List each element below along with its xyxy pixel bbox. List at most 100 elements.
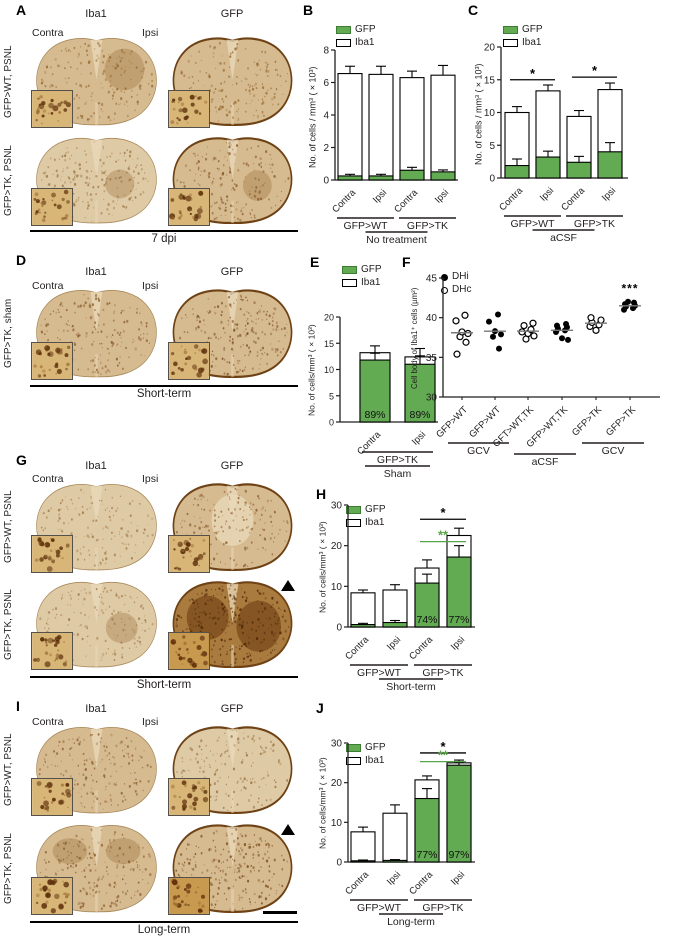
- panel-letter-C: C: [468, 2, 479, 18]
- group-label: GFP>TK: [422, 667, 463, 679]
- magnified-inset: [168, 188, 210, 226]
- histology-G-wt-iba1: [30, 479, 163, 575]
- panel-G-rule: [30, 676, 298, 678]
- data-point: [496, 345, 502, 352]
- panel-F-chart: 30 35 40 45 GFP>WT GFP>WT GFT>WT,TK GFP>WT,TK GF…: [415, 258, 700, 478]
- panel-letter-A: A: [16, 2, 27, 18]
- svg-text:20: 20: [484, 43, 496, 54]
- histology-A-wt-gfp: [167, 33, 298, 130]
- svg-text:Ipsi: Ipsi: [371, 187, 389, 205]
- gfp-bar: [337, 175, 363, 181]
- magnified-inset: [168, 90, 210, 128]
- legend-J: GFP Iba1: [346, 742, 386, 768]
- gfp-bar: [368, 175, 394, 181]
- gfp-bar: [382, 621, 408, 628]
- stain-header-gfp: GFP: [220, 460, 244, 472]
- treatment-label: Sham: [384, 468, 412, 480]
- svg-text:30: 30: [331, 501, 343, 512]
- iba1-swatch: [336, 39, 351, 47]
- magnified-inset: [31, 535, 73, 573]
- svg-text:Ipsi: Ipsi: [600, 185, 618, 203]
- legend-label-dhc: DHc: [452, 284, 472, 295]
- open-dot-icon: [441, 286, 448, 294]
- arrowhead-marker: [281, 824, 295, 835]
- histology-G-tk-iba1: [30, 577, 163, 672]
- group-label: GFP>TK: [574, 218, 615, 230]
- gfp-swatch: [336, 26, 351, 34]
- gfp-swatch: [346, 506, 361, 514]
- iba1-swatch: [346, 757, 361, 765]
- svg-text:2: 2: [323, 143, 329, 154]
- iba1-bar: [382, 812, 408, 863]
- iba1-bar: [350, 592, 376, 628]
- panel-B-chart: 0 2 4 6 8 Contra Ipsi Contra Ipsi GFP>WT GFP>TK No …: [300, 20, 480, 246]
- percent-label: 77%: [448, 614, 469, 626]
- panel-C-chart: 0 5 10 15 20 Contra Ipsi Contra Ipsi * * GFP>WT GFP>…: [465, 20, 650, 246]
- gfp-bar: [414, 797, 440, 863]
- side-label-contra: Contra: [32, 716, 64, 728]
- data-point: [559, 335, 565, 342]
- data-point: [520, 321, 528, 330]
- svg-text:Ipsi: Ipsi: [433, 187, 451, 205]
- side-label-ipsi: Ipsi: [142, 27, 159, 39]
- side-label-contra: Contra: [32, 27, 64, 39]
- data-point: [490, 333, 496, 340]
- magnified-inset: [168, 778, 210, 816]
- legend-label-gfp: GFP: [355, 24, 376, 35]
- panel-letter-J: J: [316, 700, 324, 716]
- svg-text:6: 6: [323, 78, 329, 89]
- svg-text:10: 10: [484, 108, 496, 119]
- row-label: GFP>WT, PSNL: [3, 45, 14, 118]
- histology-D-sham-iba1: [30, 285, 163, 382]
- panel-A-caption: 7 dpi: [151, 233, 177, 245]
- svg-text:Ipsi: Ipsi: [449, 869, 467, 887]
- panel-E-ylabel: No. of cells/mm³ (×10³): [306, 324, 317, 416]
- histology-I-wt-gfp: [167, 722, 298, 818]
- group-label: GFP>TK: [407, 220, 448, 232]
- histology-A-wt-iba1: [30, 33, 163, 130]
- arrowhead-marker: [281, 580, 295, 591]
- stain-header-gfp: GFP: [220, 8, 244, 20]
- iba1-bar: [399, 77, 425, 181]
- legend-B: GFP Iba1: [336, 24, 376, 50]
- iba1-bar: [368, 73, 394, 181]
- data-point: [498, 331, 504, 338]
- panel-A-rule: [30, 230, 298, 232]
- svg-text:40: 40: [426, 313, 438, 324]
- gfp-bar: [430, 171, 456, 181]
- side-label-contra: Contra: [32, 280, 64, 292]
- magnified-inset: [31, 632, 73, 670]
- group-label: GFP>WT: [357, 902, 402, 914]
- iba1-bar: [350, 831, 376, 863]
- panel-E-chart: 0 5 10 15 20 Contra Ipsi 89% 89% GFP>TK Sham: [318, 258, 468, 480]
- gfp-swatch: [503, 26, 518, 34]
- svg-text:0: 0: [336, 623, 342, 634]
- gfp-bar: [597, 151, 623, 179]
- svg-text:Contra: Contra: [392, 187, 420, 215]
- sig-stars: *: [440, 739, 446, 754]
- legend-label-gfp: GFP: [361, 264, 382, 275]
- group-label: GFP>TK: [422, 902, 463, 914]
- histology-I-tk-gfp: [167, 820, 298, 917]
- legend-label-iba1: Iba1: [365, 517, 385, 528]
- histology-G-wt-gfp: [167, 479, 298, 575]
- svg-text:0: 0: [323, 176, 329, 187]
- svg-text:35: 35: [426, 353, 438, 364]
- data-point: [631, 299, 637, 306]
- treatment-label: aCSF: [550, 232, 577, 244]
- legend-label-gfp: GFP: [522, 24, 543, 35]
- svg-text:0: 0: [336, 858, 342, 869]
- panel-G-caption: Short-term: [136, 679, 192, 691]
- gfp-bar: [535, 156, 561, 179]
- iba1-bar: [430, 74, 456, 181]
- magnified-inset: [168, 877, 210, 915]
- group-label: GFP>TK: [377, 454, 418, 466]
- data-point: [587, 314, 595, 322]
- legend-C: GFP Iba1: [503, 24, 543, 50]
- row-label: GFP>TK, PSNL: [3, 589, 14, 660]
- sig-stars: *: [530, 66, 536, 81]
- legend-label-gfp: GFP: [365, 742, 386, 753]
- stain-header-iba1: Iba1: [85, 703, 107, 715]
- histology-G-tk-gfp: [167, 577, 298, 672]
- magnified-inset: [168, 535, 210, 573]
